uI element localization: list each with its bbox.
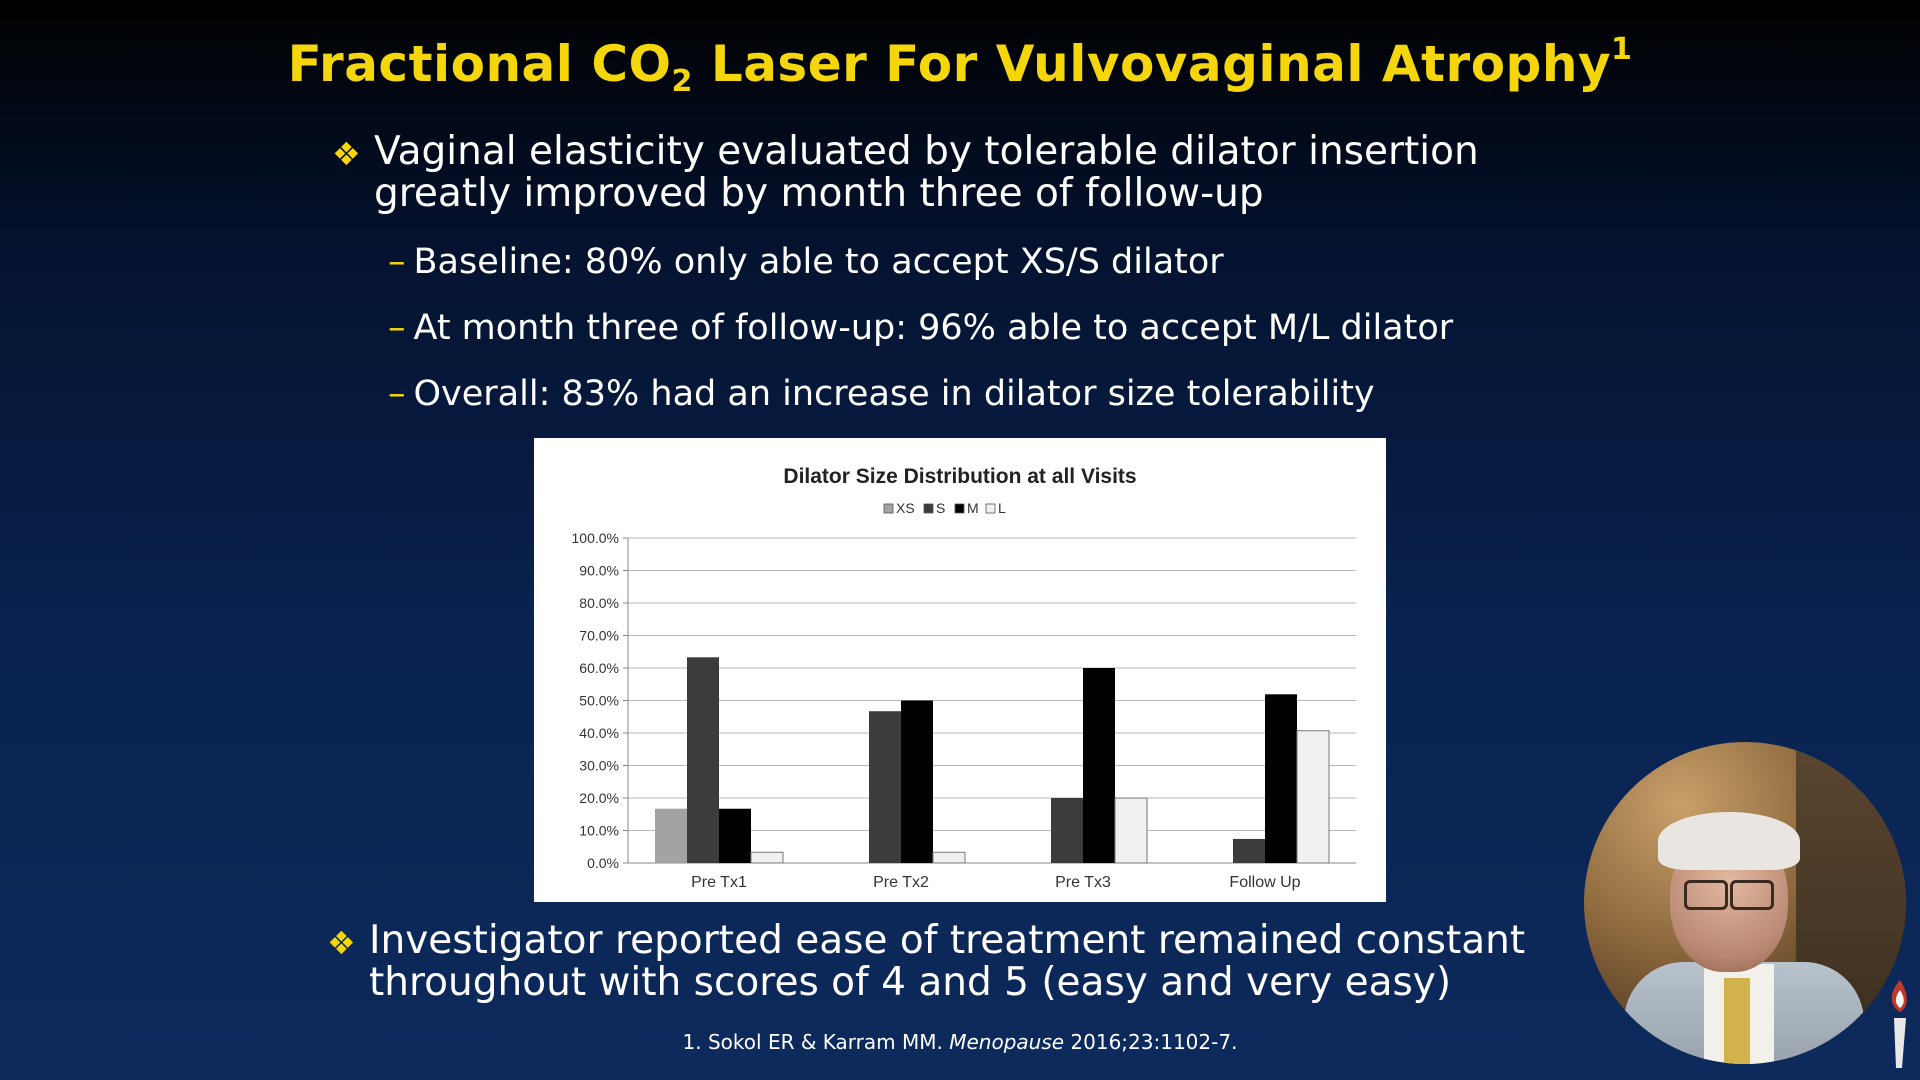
- title-main: Fractional CO: [287, 35, 672, 93]
- y-tick-label: 50.0%: [579, 693, 619, 709]
- y-tick-label: 100.0%: [572, 530, 619, 546]
- bullet-investigator-text: Investigator reported ease of treatment …: [369, 918, 1526, 1005]
- presenter-webcam: [1584, 742, 1906, 1064]
- slide-title: Fractional CO2 Laser For Vulvovaginal At…: [0, 32, 1920, 99]
- bar-pre-tx3-l: [1114, 797, 1148, 864]
- footnote-details: 2016;23:1102-7.: [1064, 1030, 1238, 1054]
- torch-logo-icon: [1891, 980, 1907, 1068]
- bar-pre-tx1-l: [750, 851, 784, 864]
- bar-pre-tx1-m: [719, 808, 751, 863]
- bar-pre-tx1-xs: [655, 808, 687, 863]
- y-tick-label: 80.0%: [579, 595, 619, 611]
- title-footnote-ref: 1: [1611, 32, 1633, 67]
- bar-pre-tx2-m: [901, 700, 933, 863]
- x-tick-label: Pre Tx2: [873, 874, 929, 891]
- y-tick-label: 0.0%: [587, 855, 619, 871]
- footnote-authors: 1. Sokol ER & Karram MM.: [682, 1030, 950, 1054]
- y-tick-label: 70.0%: [579, 628, 619, 644]
- bullet-investigator: ❖ Investigator reported ease of treatmen…: [327, 918, 1609, 1005]
- bar-follow-up-s: [1233, 838, 1265, 863]
- legend-label-l: L: [998, 500, 1006, 516]
- dash-icon: –: [388, 308, 406, 348]
- dash-icon: –: [388, 374, 406, 414]
- x-tick-label: Pre Tx1: [691, 874, 747, 891]
- y-tick-label: 30.0%: [579, 758, 619, 774]
- bar-pre-tx2-l: [932, 851, 966, 864]
- legend-swatch-xs: [883, 503, 894, 514]
- sub-bullet-overall-text: Overall: 83% had an increase in dilator …: [413, 374, 1375, 414]
- y-tick-label: 20.0%: [579, 790, 619, 806]
- bar-pre-tx3-m: [1083, 668, 1115, 863]
- bullet-elasticity: ❖ Vaginal elasticity evaluated by tolera…: [332, 129, 1514, 216]
- sub-bullet-month-three-text: At month three of follow-up: 96% able to…: [413, 308, 1454, 348]
- legend-label-m: M: [967, 500, 979, 516]
- y-tick-label: 10.0%: [579, 823, 619, 839]
- bullet-diamond-icon: ❖: [332, 135, 361, 173]
- bar-follow-up-m: [1265, 694, 1297, 863]
- title-subscript: 2: [671, 64, 693, 99]
- legend-swatch-l: [985, 503, 996, 514]
- sub-bullet-baseline: – Baseline: 80% only able to accept XS/S …: [388, 242, 1224, 282]
- y-tick-label: 90.0%: [579, 563, 619, 579]
- chart-svg: Dilator Size Distribution at all Visits X…: [572, 465, 1356, 891]
- legend-label-xs: XS: [896, 500, 915, 516]
- sub-bullet-month-three: – At month three of follow-up: 96% able t…: [388, 308, 1453, 348]
- x-tick-label: Pre Tx3: [1055, 874, 1111, 891]
- legend-swatch-s: [923, 503, 934, 514]
- bar-follow-up-l: [1296, 730, 1330, 864]
- bar-pre-tx2-s: [869, 711, 901, 863]
- bullet-elasticity-text: Vaginal elasticity evaluated by tolerabl…: [374, 129, 1479, 216]
- sub-bullet-baseline-text: Baseline: 80% only able to accept XS/S d…: [413, 242, 1224, 282]
- x-tick-label: Follow Up: [1229, 874, 1300, 891]
- bar-pre-tx3-s: [1051, 798, 1083, 863]
- chart-title: Dilator Size Distribution at all Visits: [783, 465, 1136, 488]
- footnote-citation: 1. Sokol ER & Karram MM. Menopause 2016;…: [0, 1030, 1920, 1054]
- y-tick-label: 40.0%: [579, 725, 619, 741]
- bar-pre-tx1-s: [687, 657, 719, 863]
- legend-label-s: S: [936, 500, 945, 516]
- sub-bullet-overall: – Overall: 83% had an increase in dilator…: [388, 374, 1375, 414]
- dash-icon: –: [388, 242, 406, 282]
- legend-swatch-m: [954, 503, 965, 514]
- footnote-journal: Menopause: [949, 1030, 1065, 1054]
- title-rest: Laser For Vulvovaginal Atrophy: [692, 35, 1612, 93]
- dilator-chart: Dilator Size Distribution at all Visits X…: [534, 438, 1386, 902]
- bullet-diamond-icon: ❖: [327, 924, 356, 962]
- y-tick-label: 60.0%: [579, 660, 619, 676]
